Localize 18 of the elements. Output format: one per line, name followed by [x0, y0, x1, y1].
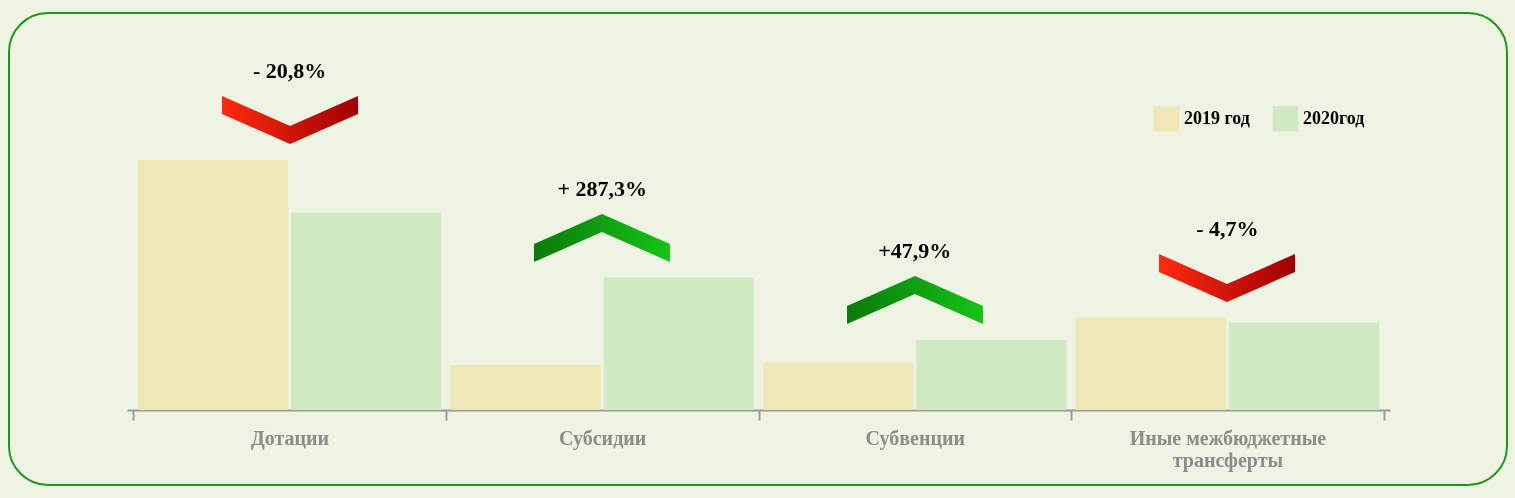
legend-label: 2019 год [1184, 107, 1250, 128]
annotation: - 4,7% [1196, 215, 1259, 242]
bar [603, 277, 754, 410]
bar [1228, 322, 1380, 410]
x-tick-label: Субсидии [559, 426, 647, 450]
bar [763, 362, 914, 410]
annotation: + 287,3% [557, 175, 647, 202]
x-tick-label: Иные межбюджетные трансферты [1129, 426, 1327, 472]
legend-label: 2020год [1303, 107, 1365, 128]
bar [916, 340, 1067, 410]
bar [450, 365, 601, 410]
bar [1075, 317, 1226, 410]
x-tick-label: Субвенции [865, 426, 966, 450]
annotation: +47,9% [878, 238, 952, 264]
text: - 20,8% [252, 58, 327, 84]
bar [291, 212, 442, 410]
x-tick-label: Дотации [250, 426, 330, 450]
bar [137, 160, 289, 410]
